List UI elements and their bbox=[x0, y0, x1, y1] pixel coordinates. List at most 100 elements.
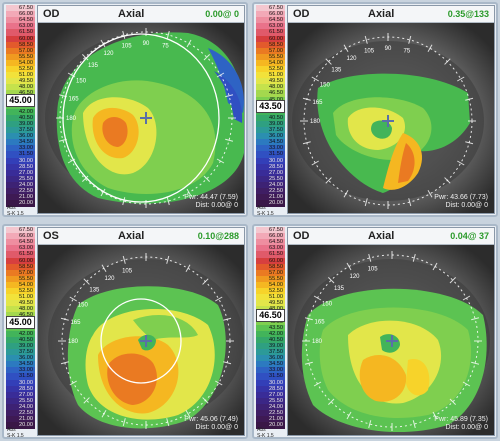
degree-label: 105 bbox=[122, 268, 133, 274]
degree-tick bbox=[457, 160, 465, 166]
degree-label: 120 bbox=[349, 274, 360, 280]
scale-tick: 34.50 bbox=[6, 139, 35, 147]
degree-label: 105 bbox=[368, 267, 379, 273]
topography-map[interactable]: OS Axial 0.10@288 105 120 135 150 165 180 Pwr: 45… bbox=[37, 227, 245, 436]
degree-tick bbox=[122, 30, 126, 39]
degree-tick bbox=[185, 410, 191, 418]
degree-tick bbox=[444, 58, 451, 65]
scale-tick: 28.50 bbox=[256, 163, 285, 171]
degree-tick bbox=[346, 262, 352, 271]
eye-label: OD bbox=[293, 230, 310, 242]
degree-tick bbox=[328, 398, 335, 405]
scale-tick: 63.00 bbox=[256, 23, 285, 31]
topography-panel-4[interactable]: 67.50 66.00 64.50 63.00 61.50 60.00 58.50 57.00… bbox=[252, 224, 498, 439]
scale-tick: 64.50 bbox=[6, 17, 35, 25]
scale-tick: 63.00 bbox=[6, 245, 35, 253]
scale-tick: 42.00 bbox=[256, 330, 285, 338]
scale-tick: 63.00 bbox=[256, 245, 285, 253]
curvature-zone bbox=[214, 71, 243, 123]
color-scale: 67.50 66.00 64.50 63.00 61.50 60.00 58.50 57.00… bbox=[255, 5, 286, 215]
topography-map[interactable]: OD Axial 0.35@133 90 75 105 120 135 150 165 180 Pwr… bbox=[287, 5, 495, 214]
degree-tick bbox=[166, 418, 170, 427]
degree-tick bbox=[83, 397, 90, 404]
scale-tick: 30.00 bbox=[6, 157, 35, 165]
scale-tick: 51.00 bbox=[256, 72, 285, 80]
degree-label: 120 bbox=[104, 276, 115, 282]
scale-tick: 54.00 bbox=[256, 281, 285, 289]
degree-label: 105 bbox=[364, 48, 375, 54]
degree-label: 180 bbox=[312, 339, 323, 345]
scale-tick: 40.50 bbox=[6, 114, 35, 122]
scale-tick: 20.00 bbox=[256, 422, 285, 430]
degree-tick bbox=[122, 255, 126, 264]
panel-titlebar: OD Axial 0.04@ 37 bbox=[288, 228, 494, 245]
scale-tick: 42.00 bbox=[6, 108, 35, 116]
corneal-map-image: 90 75 105 120 135 150 165 180 bbox=[288, 23, 494, 213]
scale-tick: 33.00 bbox=[6, 367, 35, 375]
degree-tick bbox=[166, 30, 170, 39]
curvature-zone bbox=[371, 120, 392, 139]
distance-readout: Dist: 0.00@ 0 bbox=[195, 202, 238, 209]
scale-tick: 64.50 bbox=[256, 239, 285, 247]
cursor-power-value: 0.04@ 37 bbox=[450, 231, 489, 241]
degree-label: 135 bbox=[331, 67, 342, 73]
scale-tick: 30.00 bbox=[256, 379, 285, 387]
topography-panel-3[interactable]: 67.50 66.00 64.50 63.00 61.50 60.00 58.50 57.00… bbox=[2, 224, 248, 439]
map-type-label: Axial bbox=[118, 230, 145, 242]
scale-tick: 39.00 bbox=[256, 342, 285, 350]
scale-tick: 61.50 bbox=[256, 29, 285, 37]
topography-panel-1[interactable]: 67.50 66.00 64.50 63.00 61.50 60.00 58.50 57.00… bbox=[2, 2, 248, 217]
power-readout: Pwr: 43.66 (7.73) bbox=[434, 194, 488, 201]
scale-tick: 25.50 bbox=[6, 397, 35, 405]
scale-tick: 25.50 bbox=[256, 175, 285, 183]
degree-tick bbox=[427, 44, 433, 52]
scale-tick: 49.50 bbox=[256, 300, 285, 308]
scale-tick: 21.00 bbox=[6, 194, 35, 202]
scale-tick: 51.00 bbox=[6, 294, 35, 302]
topography-map[interactable]: OD Axial 0.00@ 0 105 120 135 150 165 180 90 75 Pwr:… bbox=[37, 5, 245, 214]
degree-tick bbox=[408, 35, 412, 44]
scale-tick: 24.00 bbox=[6, 403, 35, 411]
scale-tick: 57.00 bbox=[256, 269, 285, 277]
degree-label: 75 bbox=[162, 44, 169, 50]
degree-tick bbox=[462, 295, 471, 301]
distance-readout: Dist: 0.00@ 0 bbox=[445, 424, 488, 431]
degree-tick bbox=[225, 138, 234, 142]
degree-tick bbox=[225, 94, 234, 98]
scale-tick: 21.00 bbox=[256, 194, 285, 202]
degree-tick bbox=[122, 197, 126, 206]
pupil-outline bbox=[62, 33, 220, 203]
pupil-outline bbox=[100, 298, 182, 384]
scale-tick: 22.50 bbox=[6, 410, 35, 417]
scale-tick: 39.00 bbox=[6, 342, 35, 350]
scale-tick: 37.50 bbox=[256, 349, 285, 356]
topography-map[interactable]: OD Axial 0.04@ 37 105 120 135 150 165 180 Pwr: 45… bbox=[287, 227, 495, 436]
curvature-zone bbox=[102, 117, 128, 147]
scale-tick: 22.50 bbox=[256, 188, 285, 195]
scale-tick: 58.50 bbox=[6, 263, 35, 271]
scale-tick: 31.50 bbox=[6, 373, 35, 381]
degree-tick bbox=[215, 380, 223, 386]
degree-label: 165 bbox=[315, 320, 326, 326]
degree-tick bbox=[471, 317, 480, 321]
map-type-label: Axial bbox=[368, 230, 395, 242]
map-type-label: Axial bbox=[368, 8, 395, 20]
degree-tick bbox=[203, 54, 210, 61]
scale-tick: 61.50 bbox=[6, 29, 35, 37]
degree-label: 90 bbox=[385, 46, 392, 52]
scale-tick: 37.50 bbox=[6, 349, 35, 356]
scale-tick: 51.00 bbox=[256, 294, 285, 302]
scale-tick: 55.50 bbox=[6, 275, 35, 283]
scale-tick: 36.00 bbox=[256, 133, 285, 141]
degree-label: 120 bbox=[346, 56, 357, 62]
eye-label: OD bbox=[43, 8, 60, 20]
scale-tick: 39.00 bbox=[256, 120, 285, 128]
scale-tick: 28.50 bbox=[6, 385, 35, 393]
scale-tick: 36.00 bbox=[6, 355, 35, 363]
degree-label: 135 bbox=[89, 287, 100, 293]
color-scale: 67.50 66.00 64.50 63.00 61.50 60.00 58.50 57.00… bbox=[255, 227, 286, 437]
degree-tick bbox=[462, 381, 471, 387]
scale-tick: 48.00 bbox=[256, 84, 285, 92]
topography-panel-2[interactable]: 67.50 66.00 64.50 63.00 61.50 60.00 58.50 57.00… bbox=[252, 2, 498, 217]
scale-tick: 66.00 bbox=[256, 11, 285, 19]
